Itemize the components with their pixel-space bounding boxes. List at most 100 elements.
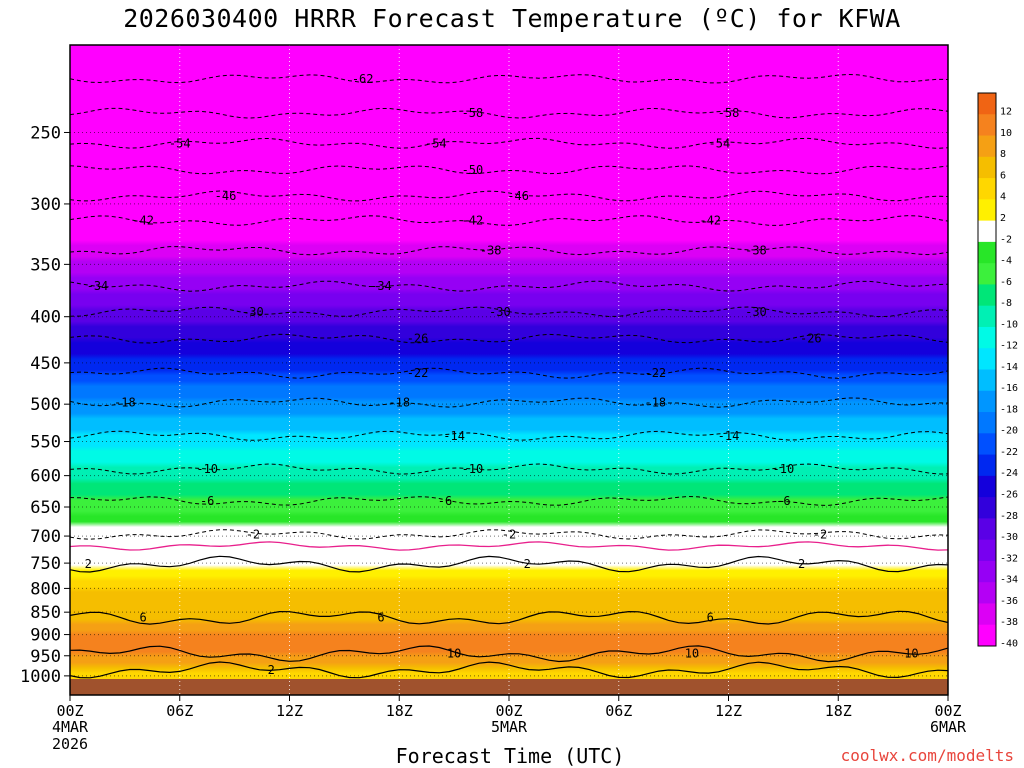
- colorbar-label: 8: [1000, 149, 1006, 160]
- contour-label: -14: [718, 429, 740, 443]
- ground-layer: [70, 678, 948, 695]
- y-tick-label: 400: [30, 308, 61, 328]
- contour-label: -42: [132, 214, 154, 228]
- contour-label: -2: [813, 527, 827, 541]
- contour-label: -54: [169, 136, 191, 150]
- contour-label: -18: [388, 396, 410, 410]
- x-tick-label: 18Z: [386, 702, 413, 720]
- colorbar-swatch: [978, 497, 996, 519]
- x-tick-label: 18Z: [825, 702, 852, 720]
- colorbar-swatch: [978, 369, 996, 392]
- contour-line-warm: [69, 645, 949, 663]
- contour-line: [69, 215, 949, 227]
- y-tick-label: 800: [30, 579, 61, 599]
- chart-title: 2026030400 HRRR Forecast Temperature (ºC…: [123, 4, 901, 33]
- contour-label: -58: [462, 106, 484, 120]
- colorbar-swatch: [978, 135, 996, 158]
- x-tick-sublabel: 2026: [52, 735, 88, 753]
- colorbar-swatch: [978, 390, 996, 413]
- contour-lines: -62-58 -58-54 -54 -54-50-46 -46-42 -42 -42-38-…: [69, 72, 949, 679]
- colorbar-label: -38: [1000, 617, 1018, 628]
- y-tick-label: 550: [30, 433, 61, 453]
- contour-line: [69, 306, 949, 318]
- x-axis-label: Forecast Time (UTC): [395, 744, 625, 768]
- contour-line: [69, 165, 949, 175]
- colorbar-swatch: [978, 199, 996, 222]
- contour-label: -38: [745, 244, 767, 258]
- colorbar-swatch: [978, 178, 996, 200]
- contour-label: -14: [443, 429, 465, 443]
- y-tick-label: 350: [30, 255, 61, 275]
- colorbar-label: -6: [1000, 277, 1012, 288]
- colorbar-frame: [977, 92, 997, 647]
- contour-label: -42: [699, 214, 721, 228]
- contour-line: [69, 333, 949, 344]
- colorbar-swatch: [978, 156, 996, 179]
- contour-line: [69, 495, 949, 506]
- contour-line: [69, 190, 949, 202]
- contour-line: [69, 246, 949, 256]
- contour-label: 10: [447, 647, 461, 661]
- contour-label: 10: [685, 647, 699, 661]
- colorbar-label: -18: [1000, 404, 1018, 415]
- contour-label: 2: [85, 557, 92, 571]
- colorbar-label: -8: [1000, 298, 1012, 309]
- contour-label: -10: [196, 462, 218, 476]
- colorbar-swatch: [978, 539, 996, 562]
- colorbar-label: -32: [1000, 553, 1018, 564]
- colorbar-swatch: [978, 114, 996, 137]
- colorbar: 12 10 8 6 4 2 -2 -4 -6 -8 -10 -12 -14 -16 -18 -20 -22 -24…: [977, 92, 1018, 649]
- axes: 250 300 350 400 450 500 550 600 650 700 750 800 850 9…: [20, 44, 967, 753]
- contour-label: -38: [480, 244, 502, 258]
- contour-label: -26: [407, 332, 429, 346]
- contour-label: -30: [242, 305, 264, 319]
- colorbar-label: -24: [1000, 468, 1018, 479]
- contour-line: [69, 107, 949, 119]
- contour-line-warm: [69, 555, 949, 573]
- contour-label: -34: [87, 279, 109, 293]
- x-tick-label: 06Z: [605, 702, 632, 720]
- y-tick-label: 500: [30, 395, 61, 415]
- contour-label: -62: [352, 72, 374, 86]
- colorbar-label: -10: [1000, 319, 1018, 330]
- y-tick-label: 600: [30, 467, 61, 487]
- colorbar-label: -40: [1000, 638, 1018, 649]
- contour-label: -18: [114, 396, 136, 410]
- colorbar-label: -28: [1000, 511, 1018, 522]
- colorbar-label: -34: [1000, 575, 1018, 586]
- contour-line: [69, 137, 949, 149]
- contour-label: -50: [462, 163, 484, 177]
- colorbar-label: 10: [1000, 128, 1012, 139]
- x-tick-label: 00Z: [56, 702, 83, 720]
- colorbar-swatch: [978, 433, 996, 456]
- contour-label: -58: [718, 106, 740, 120]
- colorbar-swatch: [978, 518, 996, 541]
- y-tick-label: 650: [30, 498, 61, 518]
- contour-label: -6: [776, 494, 790, 508]
- colorbar-label: 6: [1000, 170, 1006, 181]
- contour-line: [69, 397, 949, 408]
- colorbar-swatch: [978, 326, 996, 349]
- contour-label: -6: [438, 494, 452, 508]
- colorbar-swatch: [978, 454, 996, 477]
- y-tick-label: 950: [30, 647, 61, 667]
- contour-line-warm: [69, 610, 949, 625]
- colorbar-label: 2: [1000, 213, 1006, 224]
- contour-label: 6: [707, 611, 714, 625]
- contour-line: [69, 463, 949, 475]
- y-tick-label: 750: [30, 554, 61, 574]
- credit-link[interactable]: coolwx.com/modelts: [840, 746, 1014, 765]
- colorbar-label: -30: [1000, 532, 1018, 543]
- colorbar-label: -22: [1000, 447, 1018, 458]
- colorbar-swatch: [978, 624, 996, 647]
- colorbar-label: -12: [1000, 341, 1018, 352]
- contour-label: -30: [489, 305, 511, 319]
- contour-label: -30: [745, 305, 767, 319]
- colorbar-swatch: [978, 603, 996, 626]
- contour-line: [69, 529, 949, 540]
- contour-label: -46: [507, 189, 529, 203]
- contour-label: 2: [524, 557, 531, 571]
- contour-label: 6: [377, 611, 384, 625]
- contour-label: -6: [200, 494, 214, 508]
- colorbar-swatch: [978, 560, 996, 583]
